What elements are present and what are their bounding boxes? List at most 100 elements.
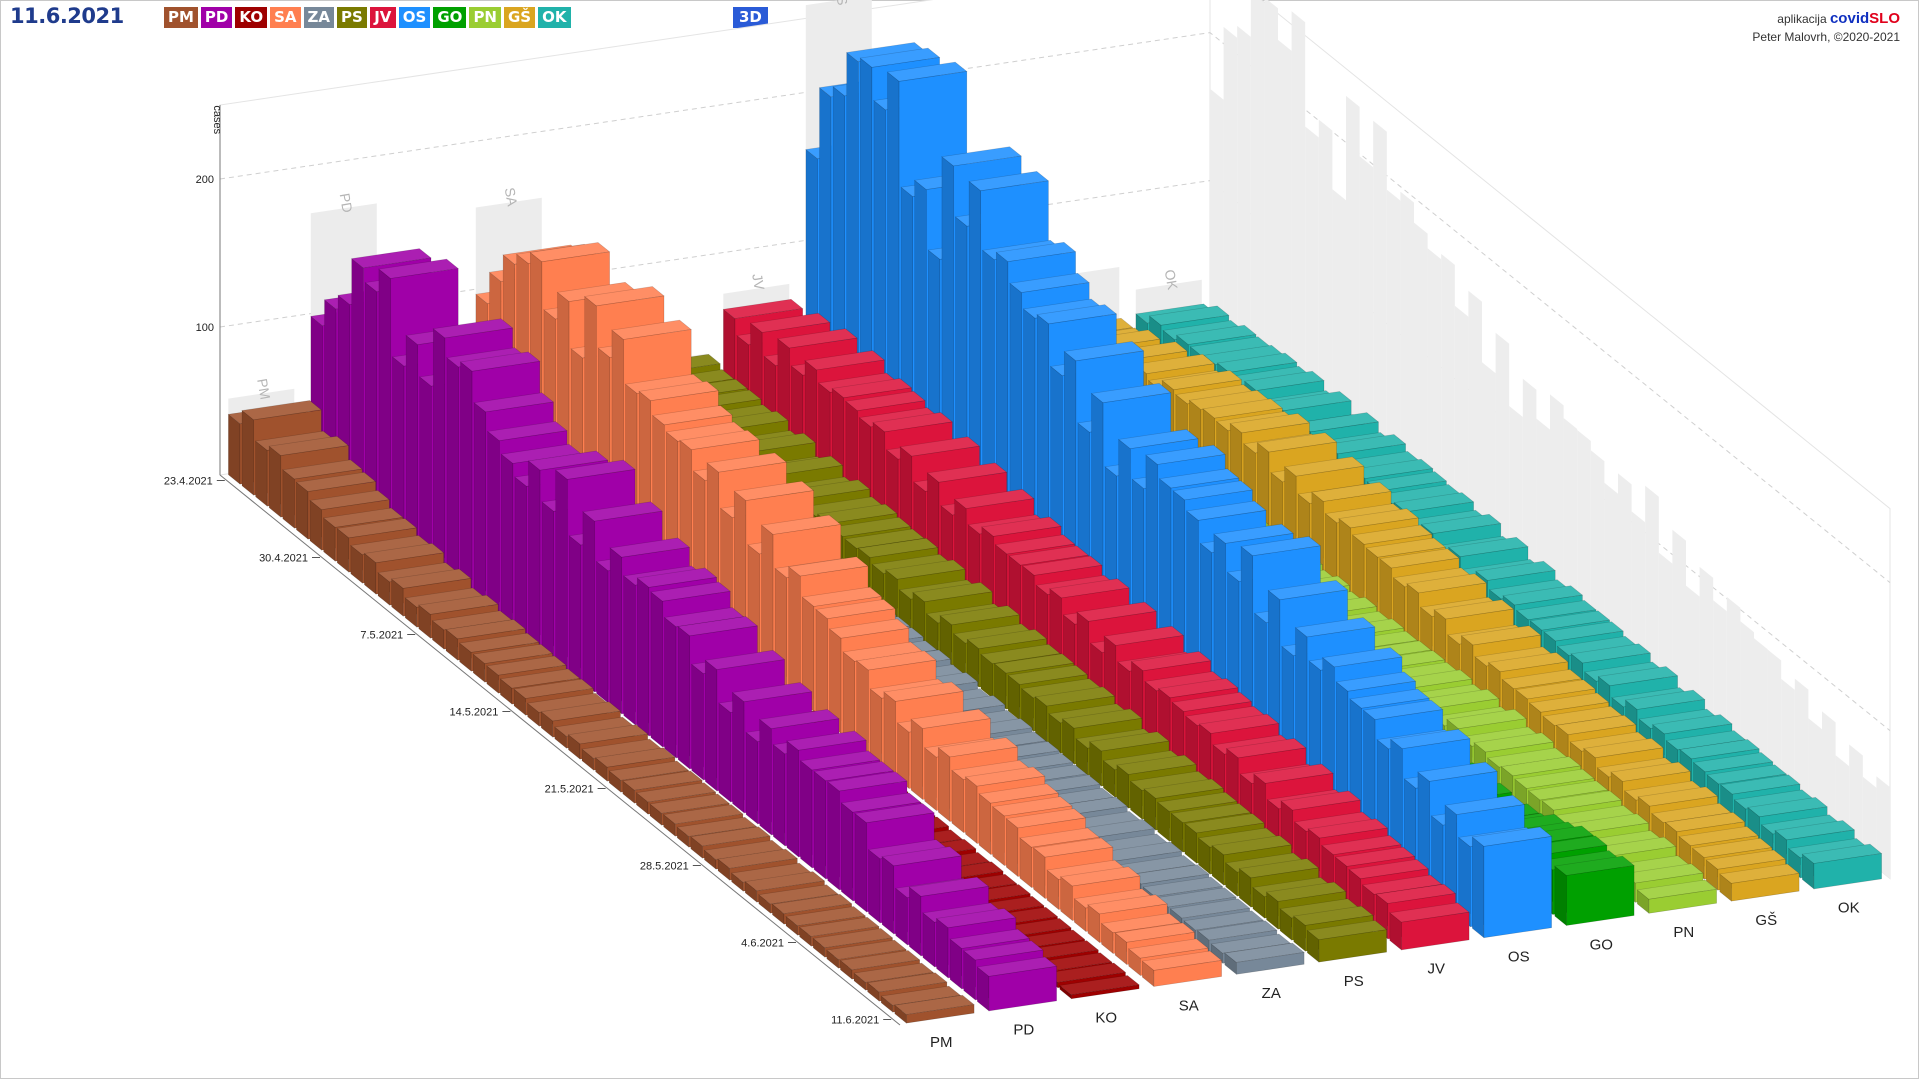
side-projection bbox=[1318, 119, 1333, 428]
side-projection bbox=[1645, 485, 1659, 692]
side-projection bbox=[1210, 88, 1224, 340]
side-projection bbox=[1726, 596, 1741, 758]
wall-label-pm: PM bbox=[254, 377, 273, 400]
legend-go[interactable]: GO bbox=[433, 7, 467, 28]
side-projection bbox=[1590, 450, 1605, 648]
region-label-sa: SA bbox=[1179, 997, 1199, 1014]
bar-go bbox=[1554, 855, 1635, 927]
legend-jv[interactable]: JV bbox=[369, 7, 396, 28]
y-tick-label: 200 bbox=[196, 174, 214, 186]
side-projection bbox=[1658, 552, 1673, 703]
side-projection bbox=[1346, 95, 1360, 450]
bar-os bbox=[1471, 826, 1553, 939]
bar-pn bbox=[1636, 879, 1718, 914]
y-tick-label: 100 bbox=[196, 322, 214, 334]
date-tick-label: 4.6.2021 bbox=[741, 938, 784, 950]
side-projection bbox=[1373, 120, 1387, 472]
side-projection bbox=[1495, 332, 1510, 571]
side-projection bbox=[1522, 378, 1537, 593]
side-projection bbox=[1359, 156, 1374, 461]
bar-za bbox=[1224, 942, 1305, 975]
side-projection bbox=[1250, 0, 1265, 373]
side-projection bbox=[1672, 529, 1686, 714]
brand-covid[interactable]: covid bbox=[1829, 10, 1870, 27]
bars bbox=[227, 42, 1883, 1024]
date-tick-label: 21.5.2021 bbox=[545, 784, 594, 796]
legend-za[interactable]: ZA bbox=[303, 7, 334, 28]
side-projection bbox=[1264, 0, 1278, 384]
wall-label-ok: OK bbox=[1162, 268, 1181, 291]
legend-ko[interactable]: KO bbox=[235, 7, 268, 28]
y-axis-label: cases bbox=[211, 105, 223, 134]
region-legend: PM PD KO SA ZA PS JV OS GO PN GŠ OK bbox=[164, 7, 571, 28]
date-tick-label: 28.5.2021 bbox=[640, 861, 689, 873]
side-projection bbox=[1699, 566, 1714, 736]
region-label-ok: OK bbox=[1838, 900, 1860, 917]
side-projection bbox=[1577, 430, 1591, 637]
region-label-jv: JV bbox=[1427, 961, 1445, 978]
wall-label-os: OS bbox=[832, 0, 851, 7]
legend-pn[interactable]: PN bbox=[469, 7, 501, 28]
side-projection bbox=[1454, 305, 1469, 538]
side-projection bbox=[1604, 482, 1618, 659]
side-projection bbox=[1332, 189, 1346, 439]
date-tick-label: 11.6.2021 bbox=[831, 1015, 879, 1027]
side-projection bbox=[1468, 290, 1482, 549]
legend-pd[interactable]: PD bbox=[200, 7, 233, 28]
date-tick-label: 7.5.2021 bbox=[360, 630, 403, 642]
bar-ko bbox=[1059, 975, 1140, 1000]
side-projection bbox=[1305, 126, 1319, 417]
date-axis: 23.4.2021 30.4.2021 7.5.2021 14.5.2021 21.5.… bbox=[164, 474, 901, 1027]
region-label-ps: PS bbox=[1344, 973, 1364, 990]
region-label-os: OS bbox=[1508, 949, 1530, 966]
side-projection bbox=[1563, 418, 1578, 626]
side-projection bbox=[1550, 394, 1564, 615]
legend-os[interactable]: OS bbox=[398, 7, 431, 28]
side-projection bbox=[1740, 621, 1754, 769]
side-projection bbox=[1822, 711, 1836, 835]
gridline-200 bbox=[219, 32, 1891, 583]
side-projection bbox=[1386, 189, 1401, 483]
date-tick-label: 23.4.2021 bbox=[164, 476, 213, 488]
mode-3d-button[interactable]: 3D bbox=[733, 7, 768, 28]
side-projection bbox=[1713, 600, 1727, 747]
wall-label-sa: SA bbox=[502, 186, 521, 208]
side-projection bbox=[1237, 25, 1251, 362]
side-projection bbox=[1441, 253, 1455, 527]
y-axis: 100 200 cases bbox=[196, 105, 223, 475]
side-projection bbox=[1223, 26, 1238, 351]
side-projection bbox=[1414, 222, 1428, 505]
region-label-go: GO bbox=[1590, 936, 1613, 953]
side-projection bbox=[1794, 678, 1809, 813]
region-axis: PM PD KO SA ZA PS JV OS GO PN GŠ OK bbox=[930, 900, 1860, 1051]
bar-gš bbox=[1719, 863, 1800, 902]
credit-author: Peter Malovrh, ©2020-2021 bbox=[1752, 30, 1900, 44]
region-label-pn: PN bbox=[1673, 924, 1694, 941]
bar-jv bbox=[1389, 902, 1470, 951]
legend-sa[interactable]: SA bbox=[270, 7, 301, 28]
legend-ps[interactable]: PS bbox=[337, 7, 367, 28]
bar-ok bbox=[1801, 843, 1883, 890]
credit-prefix: aplikacija bbox=[1777, 12, 1827, 26]
side-projection bbox=[1808, 718, 1822, 824]
side-projection bbox=[1291, 11, 1306, 406]
side-projection bbox=[1686, 585, 1700, 725]
brand-slo[interactable]: SLO bbox=[1869, 10, 1900, 27]
bar-pd bbox=[976, 956, 1058, 1012]
legend-gš[interactable]: GŠ bbox=[504, 7, 536, 28]
legend-pm[interactable]: PM bbox=[164, 7, 198, 28]
side-projection bbox=[1767, 649, 1782, 791]
wall-label-jv: JV bbox=[749, 272, 768, 292]
region-label-pd: PD bbox=[1013, 1022, 1034, 1039]
side-projection bbox=[1536, 418, 1550, 604]
side-projection bbox=[1509, 406, 1523, 582]
wall-label-pd: PD bbox=[337, 192, 356, 214]
legend-ok[interactable]: OK bbox=[538, 7, 571, 28]
side-projection bbox=[1278, 39, 1292, 395]
bar-sa bbox=[1141, 950, 1223, 988]
side-projection bbox=[1754, 638, 1768, 780]
region-label-ko: KO bbox=[1095, 1010, 1117, 1027]
bar-pm bbox=[894, 994, 975, 1024]
bar-ps bbox=[1306, 920, 1388, 963]
